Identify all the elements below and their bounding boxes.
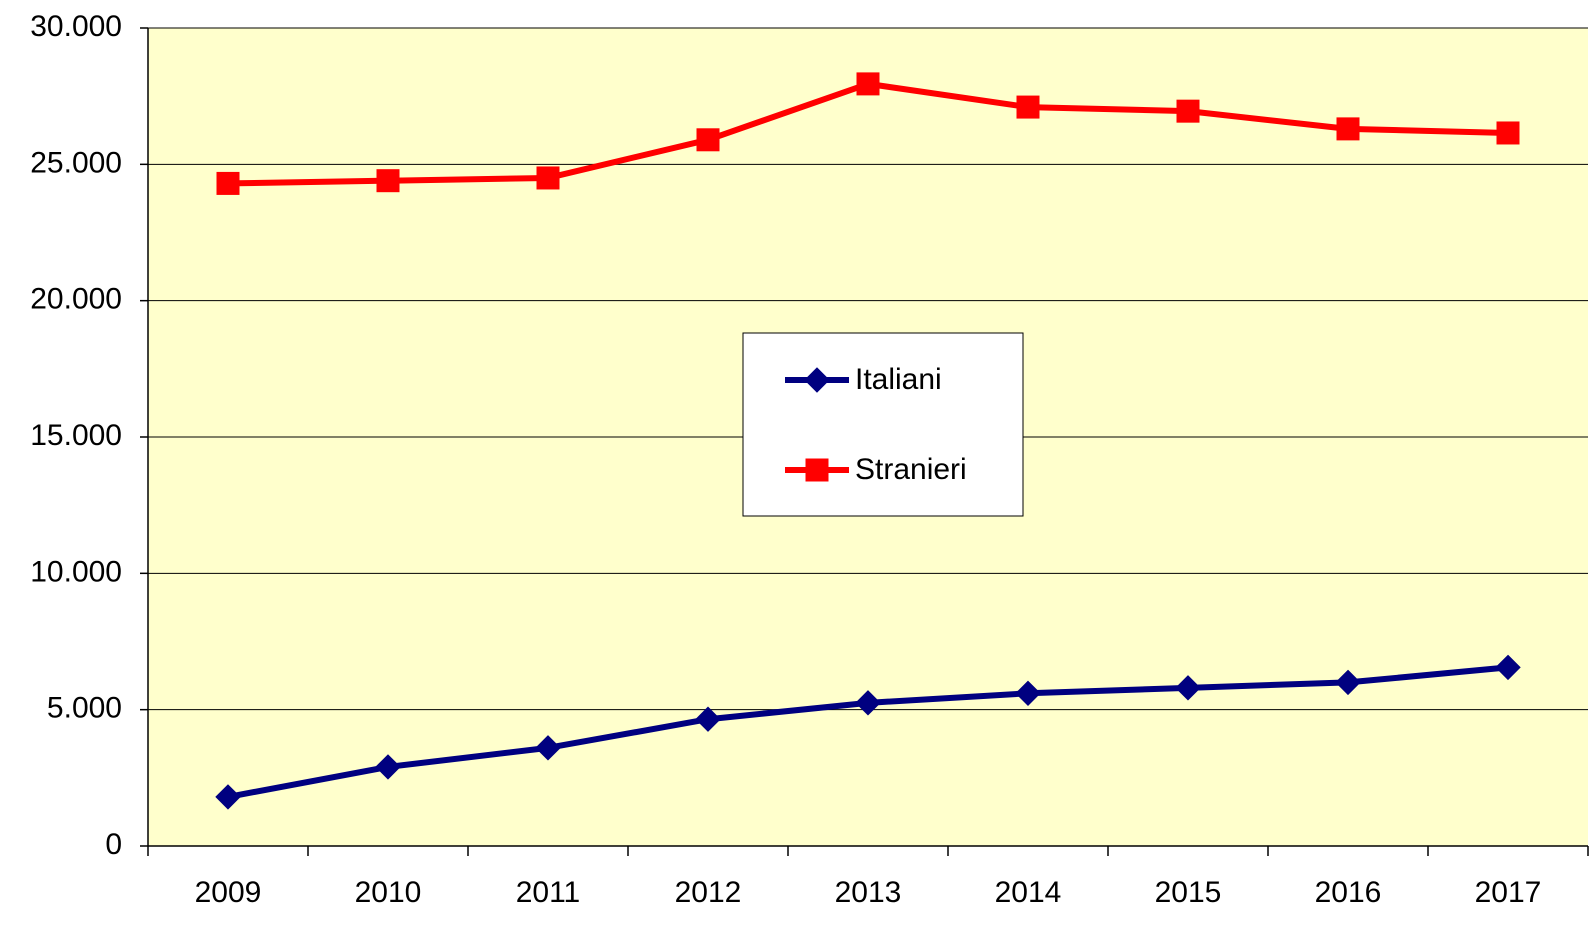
data-point [216, 171, 240, 195]
legend-box [742, 332, 1024, 517]
data-point [376, 169, 400, 193]
x-tick-label: 2016 [1315, 876, 1382, 909]
legend-label: Stranieri [855, 453, 967, 486]
data-point [1495, 654, 1521, 681]
y-tick-label: 5.000 [47, 692, 122, 725]
x-tick-label: 2012 [675, 876, 742, 909]
y-tick-label: 25.000 [30, 146, 122, 179]
x-tick-label: 2014 [995, 876, 1062, 909]
data-point [535, 735, 561, 761]
data-point [695, 706, 721, 732]
y-tick-label: 10.000 [30, 555, 122, 588]
legend-marker [805, 458, 829, 482]
legend: Italiani Stranieri [742, 332, 1024, 517]
legend-marker [804, 367, 830, 393]
y-tick-label: 0 [105, 828, 122, 861]
data-point [1336, 117, 1360, 141]
x-tick-label: 2011 [516, 876, 581, 909]
data-point [215, 784, 241, 810]
data-point [1016, 95, 1040, 119]
y-tick-label: 20.000 [30, 283, 122, 316]
data-point [1015, 680, 1041, 707]
data-point [696, 128, 720, 152]
y-tick-label: 15.000 [30, 419, 122, 452]
data-point [1176, 99, 1200, 123]
x-tick-label: 2010 [355, 876, 422, 909]
data-point [1175, 675, 1201, 701]
x-tick-label: 2015 [1155, 876, 1222, 909]
legend-label: Italiani [855, 363, 942, 396]
data-point [536, 166, 560, 190]
data-point [375, 754, 401, 780]
y-tick-label: 30.000 [30, 10, 122, 43]
data-point [1335, 669, 1361, 696]
data-point [1496, 121, 1520, 145]
x-tick-label: 2009 [195, 876, 262, 909]
data-point [856, 72, 880, 96]
x-tick-label: 2013 [835, 876, 902, 909]
x-tick-label: 2017 [1475, 876, 1542, 909]
data-point [855, 690, 881, 716]
